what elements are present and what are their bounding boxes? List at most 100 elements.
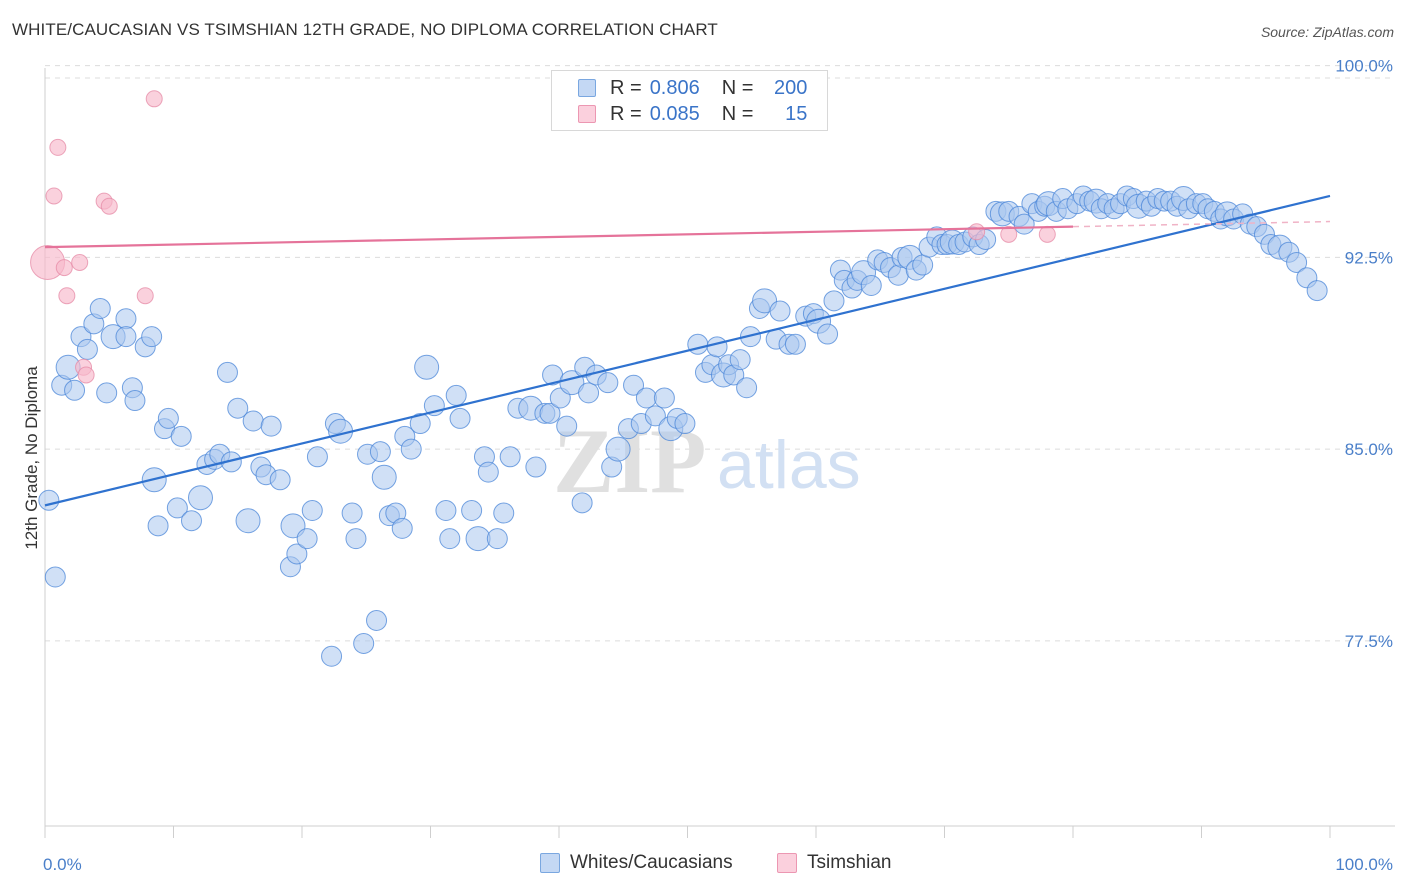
data-point	[58, 287, 76, 305]
data-point	[817, 323, 839, 345]
stats-legend: R = 0.806 N = 200 R = 0.085 N = 15	[551, 70, 828, 131]
y-axis-title: 12th Grade, No Diploma	[22, 366, 41, 550]
data-point	[96, 382, 118, 404]
data-point	[1306, 280, 1328, 302]
data-point	[49, 138, 67, 156]
data-point	[227, 397, 249, 419]
legend-row-tsimshian: R = 0.085 N = 15	[578, 103, 807, 125]
trend-line-tsimshian-extension	[1072, 220, 1331, 228]
data-point	[115, 326, 137, 348]
data-point	[435, 499, 457, 521]
data-point	[269, 469, 291, 491]
data-point	[296, 528, 318, 550]
bottom-legend-swatch-tsimshian	[777, 853, 797, 873]
chart-title: WHITE/CAUCASIAN VS TSIMSHIAN 12TH GRADE,…	[12, 20, 718, 39]
legend-r-value: 0.806	[649, 76, 700, 99]
legend-r-value: 0.085	[649, 102, 700, 125]
data-point	[912, 254, 934, 276]
data-point	[623, 374, 645, 396]
bottom-legend-label-whites: Whites/Caucasians	[570, 852, 733, 873]
data-point	[860, 274, 882, 296]
legend-n-label: N =	[721, 102, 754, 125]
data-point	[823, 290, 845, 312]
watermark: ZIP atlas	[553, 410, 861, 512]
series-whites	[38, 185, 1328, 667]
data-point	[345, 528, 367, 550]
data-point	[729, 349, 751, 371]
x-tick-label: 100.0%	[1335, 855, 1393, 874]
data-point	[445, 384, 467, 406]
data-point	[400, 438, 422, 460]
tick-layer: 100.0% 92.5% 85.0% 77.5% 0.0% 100.0%	[43, 57, 1393, 874]
data-point	[461, 499, 483, 521]
trend-line-whites	[44, 194, 1331, 507]
data-point	[341, 502, 363, 524]
data-point	[366, 609, 388, 631]
data-point	[1000, 225, 1018, 243]
legend-swatch-tsimshian	[578, 105, 596, 123]
data-point	[136, 287, 154, 305]
series-tsimshian	[30, 90, 1056, 384]
data-point	[539, 402, 561, 424]
data-point	[147, 515, 169, 537]
data-point	[556, 415, 578, 437]
data-point	[100, 197, 118, 215]
x-tick-label: 0.0%	[43, 855, 82, 874]
data-point	[1286, 251, 1308, 273]
data-point	[89, 297, 111, 319]
data-point	[321, 645, 343, 667]
source-label: Source: ZipAtlas.com	[1260, 24, 1394, 40]
data-point	[465, 526, 491, 552]
data-point	[706, 336, 728, 358]
legend-n-value: 200	[774, 76, 808, 99]
bottom-legend-whites: Whites/Caucasians	[540, 852, 733, 874]
trend-line-tsimshian	[44, 225, 1074, 249]
data-point	[653, 387, 675, 409]
data-point	[216, 361, 238, 383]
bottom-legend-swatch-whites	[540, 853, 560, 873]
data-point	[439, 528, 461, 550]
data-point	[477, 461, 499, 483]
data-point	[301, 499, 323, 521]
data-point	[784, 333, 806, 355]
data-point	[286, 543, 308, 565]
data-point	[353, 632, 375, 654]
data-point	[157, 407, 179, 429]
data-point	[525, 456, 547, 478]
y-tick-label: 85.0%	[1345, 440, 1393, 459]
data-point	[64, 379, 86, 401]
axes-layer	[44, 68, 1395, 838]
data-point	[180, 510, 202, 532]
legend-r-label: R =	[610, 76, 642, 99]
data-point	[371, 464, 397, 490]
data-point	[242, 410, 264, 432]
data-point	[414, 354, 440, 380]
data-point	[44, 566, 66, 588]
points-layer	[30, 90, 1328, 667]
data-point	[76, 338, 98, 360]
data-point	[187, 485, 213, 511]
legend-n-label: N =	[721, 76, 754, 99]
data-point	[391, 517, 413, 539]
data-point	[280, 513, 306, 539]
data-point	[1038, 225, 1056, 243]
data-point	[968, 223, 986, 241]
data-point	[769, 300, 791, 322]
data-point	[578, 382, 600, 404]
data-point	[235, 508, 261, 534]
data-point	[141, 326, 163, 348]
data-point	[736, 377, 758, 399]
data-point	[409, 413, 431, 435]
watermark-atlas: atlas	[717, 427, 861, 503]
data-point	[145, 90, 163, 108]
data-point	[369, 441, 391, 463]
data-point	[499, 446, 521, 468]
data-point	[260, 415, 282, 437]
data-point	[493, 502, 515, 524]
data-point	[306, 446, 328, 468]
data-point	[38, 489, 60, 511]
legend-row-whites: R = 0.806 N = 200	[578, 77, 807, 99]
bottom-legend-label-tsimshian: Tsimshian	[807, 852, 892, 873]
data-point	[644, 405, 666, 427]
